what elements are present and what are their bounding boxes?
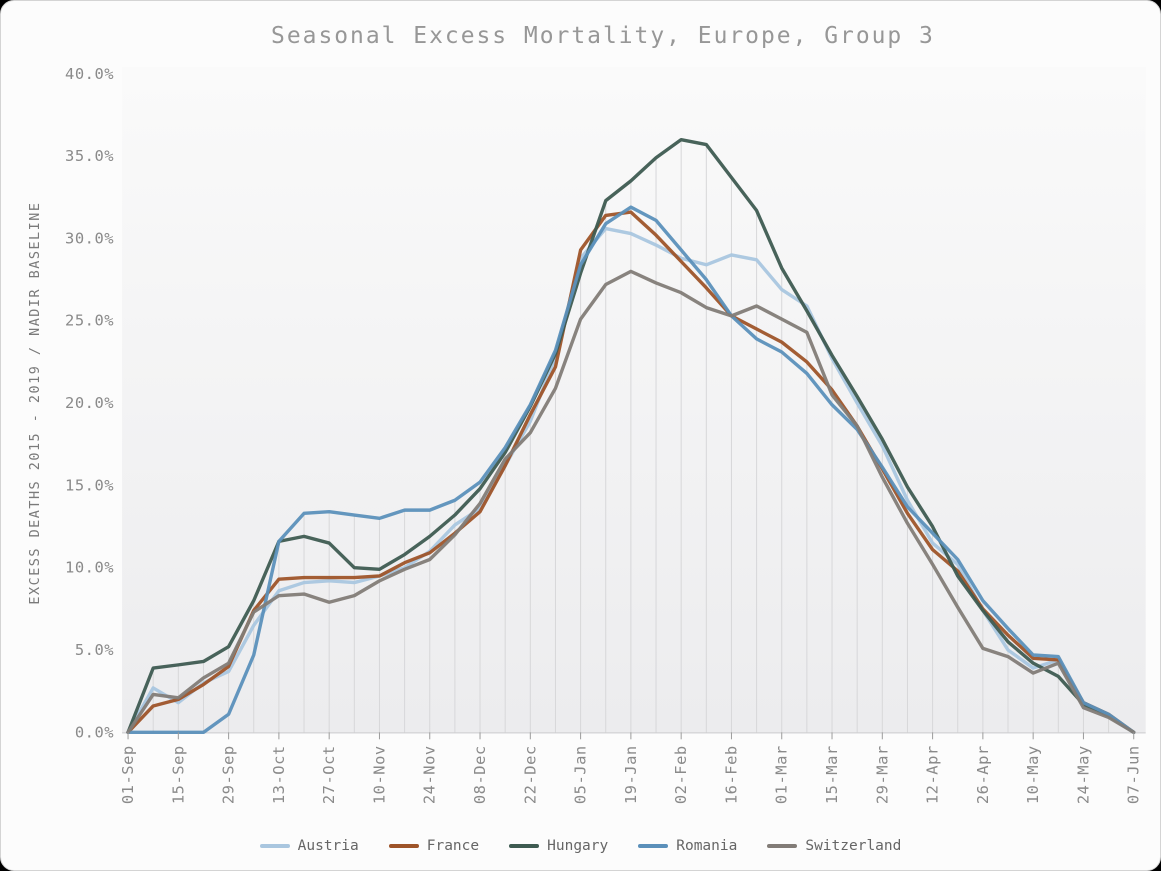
y-axis-label: EXCESS DEATHS 2015 - 2019 / NADIR BASELI… [28, 202, 43, 605]
x-tick-label: 08-Dec [471, 745, 489, 804]
legend-item-france: France [388, 838, 480, 854]
y-tick-label: 0.0% [75, 723, 114, 741]
legend-swatch-hungary [509, 844, 540, 848]
y-tick-label: 40.0% [65, 65, 114, 83]
x-tick-label: 10-May [1024, 745, 1042, 804]
series-line-romania [126, 205, 1136, 735]
plot-area [122, 66, 1146, 733]
legend-label: France [426, 838, 480, 854]
x-tick-label: 29-Mar [873, 745, 891, 804]
legend-label: Romania [676, 838, 738, 854]
legend-swatch-france [388, 844, 419, 848]
x-tick-label: 24-Nov [421, 745, 439, 804]
week-gridlines [152, 139, 1110, 733]
x-tick-label: 19-Jan [622, 745, 640, 804]
x-tick-label: 16-Feb [722, 745, 740, 804]
y-tick-label: 25.0% [65, 312, 114, 330]
y-tick-label: 30.0% [65, 229, 114, 247]
series-line-austria [126, 226, 1136, 735]
chart-title: Seasonal Excess Mortality, Europe, Group… [271, 23, 935, 49]
x-tick-label: 26-Apr [974, 745, 992, 804]
legend: Austria France Hungary Romania Switzerland [1, 838, 1160, 854]
x-tick-label: 27-Oct [320, 745, 338, 804]
x-tick-label: 10-Nov [370, 745, 388, 804]
x-tick-marks [127, 732, 1135, 740]
x-tick-label: 15-Mar [823, 745, 841, 804]
x-tick-label: 12-Apr [924, 745, 942, 804]
x-tick-label: 01-Mar [773, 745, 791, 804]
series-line-switzerland [126, 269, 1136, 735]
x-tick-label: 07-Jun [1125, 745, 1143, 804]
x-tick-label: 01-Sep [119, 745, 137, 804]
x-tick-label: 22-Dec [521, 745, 539, 804]
legend-swatch-switzerland [767, 844, 798, 848]
legend-label: Austria [297, 838, 359, 854]
y-tick-label: 5.0% [75, 641, 114, 659]
legend-label: Hungary [547, 838, 609, 854]
x-tick-label: 05-Jan [572, 745, 590, 804]
legend-item-romania: Romania [638, 838, 737, 854]
series-line-hungary [126, 137, 1136, 735]
x-tick-label: 02-Feb [672, 745, 690, 804]
x-tick-label: 24-May [1074, 745, 1092, 804]
x-tick-label: 13-Oct [270, 745, 288, 804]
y-tick-label: 20.0% [65, 394, 114, 412]
series-lines [126, 137, 1136, 735]
y-tick-labels: 0.0% 5.0% 10.0% 15.0% 20.0% 25.0% 30.0% 35.0% 40… [65, 65, 114, 741]
y-tick-label: 10.0% [65, 559, 114, 577]
y-tick-label: 15.0% [65, 476, 114, 494]
legend-item-switzerland: Switzerland [767, 838, 901, 854]
legend-item-austria: Austria [259, 838, 359, 854]
series-line-france [126, 210, 1136, 735]
x-tick-labels: 01-Sep 15-Sep 29-Sep 13-Oct 27-Oct 10-Nov 24-N… [119, 745, 1143, 804]
legend-label: Switzerland [805, 838, 902, 854]
legend-swatch-romania [638, 844, 669, 848]
x-tick-label: 29-Sep [220, 745, 238, 804]
x-tick-label: 15-Sep [169, 745, 187, 804]
legend-swatch-austria [259, 844, 290, 848]
y-tick-label: 35.0% [65, 147, 114, 165]
legend-item-hungary: Hungary [509, 838, 608, 854]
